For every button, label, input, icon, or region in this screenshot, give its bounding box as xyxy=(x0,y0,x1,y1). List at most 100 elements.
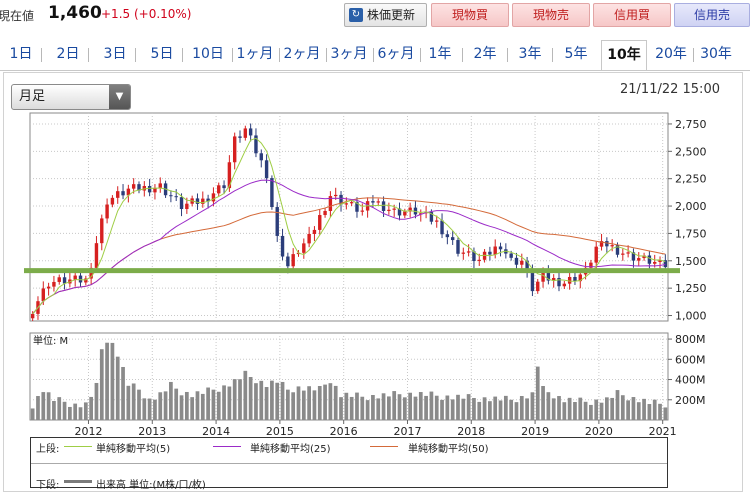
refresh-label: 株価更新 xyxy=(367,8,416,22)
volume-bar xyxy=(344,392,349,420)
candle-body xyxy=(243,128,248,138)
year-label: 2017 xyxy=(393,425,421,438)
volume-bar xyxy=(546,392,551,420)
cash-sell-button[interactable]: 現物売 xyxy=(512,3,590,27)
candle-body xyxy=(264,160,269,179)
candle-body xyxy=(445,234,450,238)
tab-1d[interactable]: 1日 xyxy=(9,46,33,62)
volume-bar xyxy=(169,381,173,420)
volume-bar xyxy=(551,398,556,420)
tab-2m[interactable]: 2ヶ月 xyxy=(283,46,321,62)
candle-body xyxy=(376,201,380,203)
legend-ma50-swatch xyxy=(370,446,398,447)
candle-body xyxy=(248,128,253,136)
volume-bar xyxy=(89,396,94,420)
volume-bar xyxy=(418,392,423,420)
volume-bar xyxy=(472,397,476,420)
volume-bar xyxy=(137,389,141,420)
volume-bar xyxy=(317,386,322,420)
tab-10y[interactable]: 10年 xyxy=(601,40,647,71)
candle-body xyxy=(653,261,657,264)
tab-10d[interactable]: 10日 xyxy=(192,46,224,62)
year-label: 2012 xyxy=(74,425,102,438)
candle-body xyxy=(498,246,503,250)
candle-body xyxy=(105,204,109,219)
volume-bar xyxy=(41,392,46,420)
tab-6m[interactable]: 6ヶ月 xyxy=(377,46,415,62)
candle-body xyxy=(403,211,407,216)
candle-body xyxy=(84,278,88,283)
price-tick-label: 2,750 xyxy=(675,118,707,131)
candle-body xyxy=(275,207,279,236)
candle-body xyxy=(466,251,471,253)
candle-body xyxy=(551,277,556,281)
volume-bar xyxy=(434,395,439,420)
margin-sell-button[interactable]: 信用売 xyxy=(674,3,750,27)
volume-bar xyxy=(280,381,285,420)
candle-body xyxy=(637,258,641,261)
candle-body xyxy=(174,196,178,198)
volume-bar xyxy=(503,395,508,420)
volume-bar xyxy=(57,397,62,420)
candle-body xyxy=(450,237,455,241)
volume-bar xyxy=(323,384,327,420)
tab-3m[interactable]: 3ヶ月 xyxy=(330,46,368,62)
candle-body xyxy=(599,241,604,247)
volume-bar xyxy=(291,392,296,420)
volume-bar xyxy=(222,385,226,420)
candle-body xyxy=(631,252,636,261)
period-select[interactable]: 月足 ▼ xyxy=(11,84,131,110)
volume-bar xyxy=(589,404,593,420)
tab-1m[interactable]: 1ヶ月 xyxy=(236,46,274,62)
volume-bar xyxy=(402,397,407,420)
candle-body xyxy=(541,272,545,282)
tab-5d[interactable]: 5日 xyxy=(150,46,174,62)
candle-body xyxy=(477,259,481,262)
price-tick-label: 1,250 xyxy=(675,282,707,295)
tab-1y[interactable]: 1年 xyxy=(428,46,452,62)
price-tick-label: 1,750 xyxy=(675,227,707,240)
candle-body xyxy=(429,212,434,222)
volume-bar xyxy=(227,386,232,420)
candle-body xyxy=(626,252,630,254)
volume-bar xyxy=(301,390,306,420)
year-label: 2013 xyxy=(138,425,166,438)
candle-body xyxy=(530,270,535,292)
candle-body xyxy=(435,220,439,222)
volume-bar xyxy=(131,383,136,420)
candle-body xyxy=(217,185,221,194)
tab-2d[interactable]: 2日 xyxy=(56,46,80,62)
candle-body xyxy=(334,194,338,197)
candle-body xyxy=(185,203,189,210)
tab-5y[interactable]: 5年 xyxy=(564,46,588,62)
candle-body xyxy=(254,135,258,154)
tab-3y[interactable]: 3年 xyxy=(518,46,542,62)
candle-body xyxy=(594,246,598,263)
volume-bar xyxy=(658,403,662,420)
volume-bar xyxy=(184,391,189,420)
volume-bar xyxy=(349,396,354,420)
year-label: 2014 xyxy=(202,425,230,438)
tab-20y[interactable]: 20年 xyxy=(655,46,687,62)
tab-2y[interactable]: 2年 xyxy=(473,46,497,62)
volume-bar xyxy=(355,392,359,420)
candle-body xyxy=(488,251,492,255)
candle-body xyxy=(153,187,157,193)
cash-buy-button[interactable]: 現物買 xyxy=(431,3,509,27)
refresh-price-button[interactable]: ↻ 株価更新 xyxy=(344,3,427,27)
chart-legend xyxy=(30,437,668,488)
candle-body xyxy=(525,260,529,271)
period-tabs: 1日 2日 3日 5日 10日 1ヶ月 2ヶ月 3ヶ月 6ヶ月 1年 2年 3年… xyxy=(0,40,750,71)
tab-30y[interactable]: 30年 xyxy=(700,46,732,62)
volume-bar xyxy=(163,391,168,420)
volume-bar xyxy=(285,389,290,420)
margin-buy-button[interactable]: 信用買 xyxy=(593,3,671,27)
candle-body xyxy=(419,213,423,215)
volume-bar xyxy=(583,401,588,420)
tab-3d[interactable]: 3日 xyxy=(103,46,127,62)
candle-body xyxy=(557,277,561,287)
candle-body xyxy=(238,136,242,138)
volume-bar xyxy=(573,401,577,420)
candle-body xyxy=(142,186,147,191)
current-price: 1,460 xyxy=(48,3,102,23)
